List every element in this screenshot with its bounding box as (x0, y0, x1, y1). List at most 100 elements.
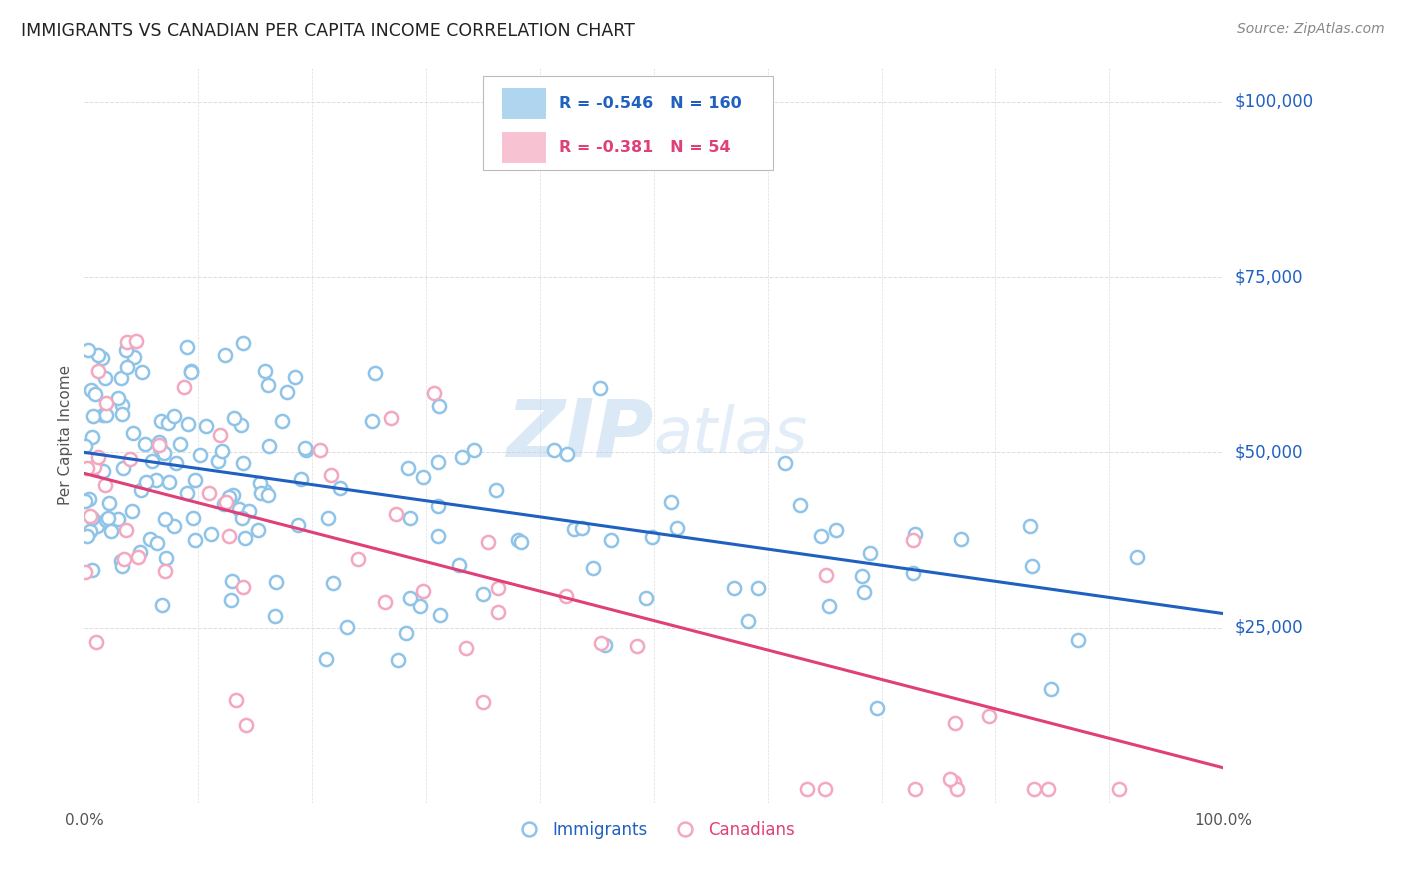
Immigrants (364, 366, 387, 380)
Immigrants (77, 343, 100, 357)
Immigrants (284, 369, 307, 384)
Immigrants (471, 587, 494, 601)
Immigrants (789, 498, 811, 512)
Canadians (112, 552, 135, 566)
Immigrants (152, 598, 174, 612)
Canadians (373, 595, 395, 609)
Immigrants (207, 454, 229, 468)
Canadians (945, 781, 967, 796)
Immigrants (135, 475, 157, 489)
Immigrants (82, 430, 104, 444)
Canadians (942, 775, 965, 789)
Immigrants (463, 442, 485, 457)
Immigrants (224, 411, 246, 425)
Canadians (977, 709, 1000, 723)
Immigrants (153, 512, 176, 526)
Immigrants (555, 447, 578, 461)
Immigrants (75, 494, 97, 508)
Immigrants (449, 558, 471, 573)
Immigrants (904, 527, 927, 541)
Text: $25,000: $25,000 (1234, 618, 1303, 637)
Canadians (814, 781, 837, 796)
Immigrants (86, 519, 108, 533)
Immigrants (228, 502, 250, 516)
Canadians (815, 568, 838, 582)
Immigrants (506, 533, 529, 548)
Canadians (153, 564, 176, 578)
Immigrants (276, 384, 298, 399)
Canadians (114, 524, 136, 538)
Immigrants (96, 513, 118, 527)
Immigrants (111, 407, 134, 421)
Immigrants (852, 585, 875, 599)
Canadians (554, 589, 576, 603)
Immigrants (148, 441, 170, 455)
Immigrants (290, 472, 312, 486)
Immigrants (231, 511, 253, 525)
Canadians (173, 379, 195, 393)
Immigrants (543, 442, 565, 457)
Canadians (79, 509, 101, 524)
Immigrants (200, 527, 222, 541)
Immigrants (93, 371, 115, 385)
Immigrants (77, 491, 100, 506)
Canadians (486, 581, 509, 595)
Immigrants (80, 511, 103, 525)
Canadians (148, 438, 170, 452)
Immigrants (131, 365, 153, 379)
Canadians (1108, 781, 1130, 796)
Immigrants (429, 607, 451, 622)
Immigrants (851, 569, 873, 583)
Immigrants (723, 581, 745, 595)
Immigrants (83, 386, 105, 401)
Immigrants (176, 485, 198, 500)
Immigrants (773, 456, 796, 470)
Immigrants (97, 511, 120, 525)
Immigrants (146, 536, 169, 550)
Immigrants (139, 532, 162, 546)
Immigrants (250, 486, 273, 500)
Text: atlas: atlas (654, 404, 808, 466)
Immigrants (218, 490, 240, 504)
Immigrants (581, 560, 603, 574)
Immigrants (665, 521, 688, 535)
Immigrants (91, 409, 114, 423)
Immigrants (858, 546, 880, 560)
Immigrants (595, 638, 617, 652)
Immigrants (336, 620, 359, 634)
Immigrants (426, 499, 449, 513)
Immigrants (150, 414, 173, 428)
Canadians (120, 452, 142, 467)
Immigrants (114, 343, 136, 358)
Immigrants (634, 591, 657, 606)
Immigrants (90, 351, 112, 366)
Immigrants (79, 524, 101, 539)
Canadians (901, 533, 924, 547)
Immigrants (571, 521, 593, 535)
Canadians (412, 584, 434, 599)
Immigrants (221, 574, 243, 588)
Immigrants (747, 581, 769, 595)
Immigrants (122, 350, 145, 364)
Immigrants (1040, 681, 1063, 696)
Canadians (94, 478, 117, 492)
Canadians (471, 695, 494, 709)
Immigrants (233, 531, 256, 545)
Immigrants (82, 409, 104, 424)
Immigrants (134, 437, 156, 451)
Text: R = -0.381   N = 54: R = -0.381 N = 54 (560, 140, 731, 154)
Immigrants (600, 533, 623, 548)
Canadians (380, 411, 402, 425)
Immigrants (94, 409, 117, 423)
Canadians (208, 428, 231, 442)
Immigrants (264, 609, 287, 624)
Canadians (904, 781, 927, 796)
Immigrants (485, 483, 508, 498)
Immigrants (80, 383, 103, 397)
Immigrants (177, 417, 200, 431)
Immigrants (165, 456, 187, 470)
Immigrants (361, 414, 384, 428)
Immigrants (510, 535, 533, 549)
Immigrants (247, 523, 270, 537)
Immigrants (163, 409, 186, 424)
